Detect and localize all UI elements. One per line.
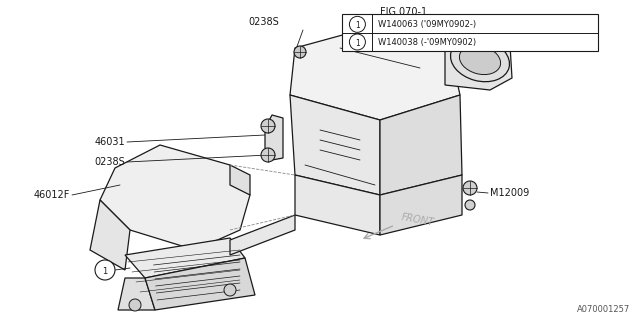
Bar bbox=[342, 14, 598, 51]
Circle shape bbox=[261, 148, 275, 162]
Polygon shape bbox=[290, 95, 380, 195]
Text: FIG.070-1: FIG.070-1 bbox=[380, 7, 427, 17]
Text: W140063 ('09MY0902-): W140063 ('09MY0902-) bbox=[378, 20, 477, 29]
Text: 0238S: 0238S bbox=[94, 157, 125, 167]
Text: 1: 1 bbox=[355, 38, 360, 47]
Text: 46012F: 46012F bbox=[34, 190, 70, 200]
Text: A070001257: A070001257 bbox=[577, 305, 630, 314]
Polygon shape bbox=[445, 30, 512, 90]
Circle shape bbox=[349, 34, 365, 50]
Text: 1: 1 bbox=[355, 21, 360, 30]
Text: W140038 (-'09MY0902): W140038 (-'09MY0902) bbox=[378, 37, 477, 46]
Circle shape bbox=[463, 181, 477, 195]
Circle shape bbox=[261, 119, 275, 133]
Polygon shape bbox=[380, 95, 462, 195]
Ellipse shape bbox=[451, 38, 509, 82]
Circle shape bbox=[349, 16, 365, 32]
Circle shape bbox=[95, 260, 115, 280]
Circle shape bbox=[465, 200, 475, 210]
Polygon shape bbox=[230, 215, 295, 255]
Text: 0238S: 0238S bbox=[248, 17, 279, 27]
Ellipse shape bbox=[460, 45, 500, 75]
Text: 1: 1 bbox=[102, 267, 108, 276]
Polygon shape bbox=[265, 115, 283, 160]
Circle shape bbox=[129, 299, 141, 311]
Polygon shape bbox=[90, 200, 130, 270]
Text: M12009: M12009 bbox=[490, 188, 529, 198]
Polygon shape bbox=[290, 22, 460, 120]
Polygon shape bbox=[125, 238, 245, 278]
Polygon shape bbox=[295, 175, 380, 235]
Circle shape bbox=[294, 46, 306, 58]
Text: 46031: 46031 bbox=[94, 137, 125, 147]
Polygon shape bbox=[100, 145, 250, 250]
Polygon shape bbox=[380, 175, 462, 235]
Polygon shape bbox=[230, 165, 250, 195]
Text: FRONT: FRONT bbox=[400, 212, 435, 228]
Polygon shape bbox=[118, 278, 155, 310]
Circle shape bbox=[224, 284, 236, 296]
Polygon shape bbox=[145, 258, 255, 310]
